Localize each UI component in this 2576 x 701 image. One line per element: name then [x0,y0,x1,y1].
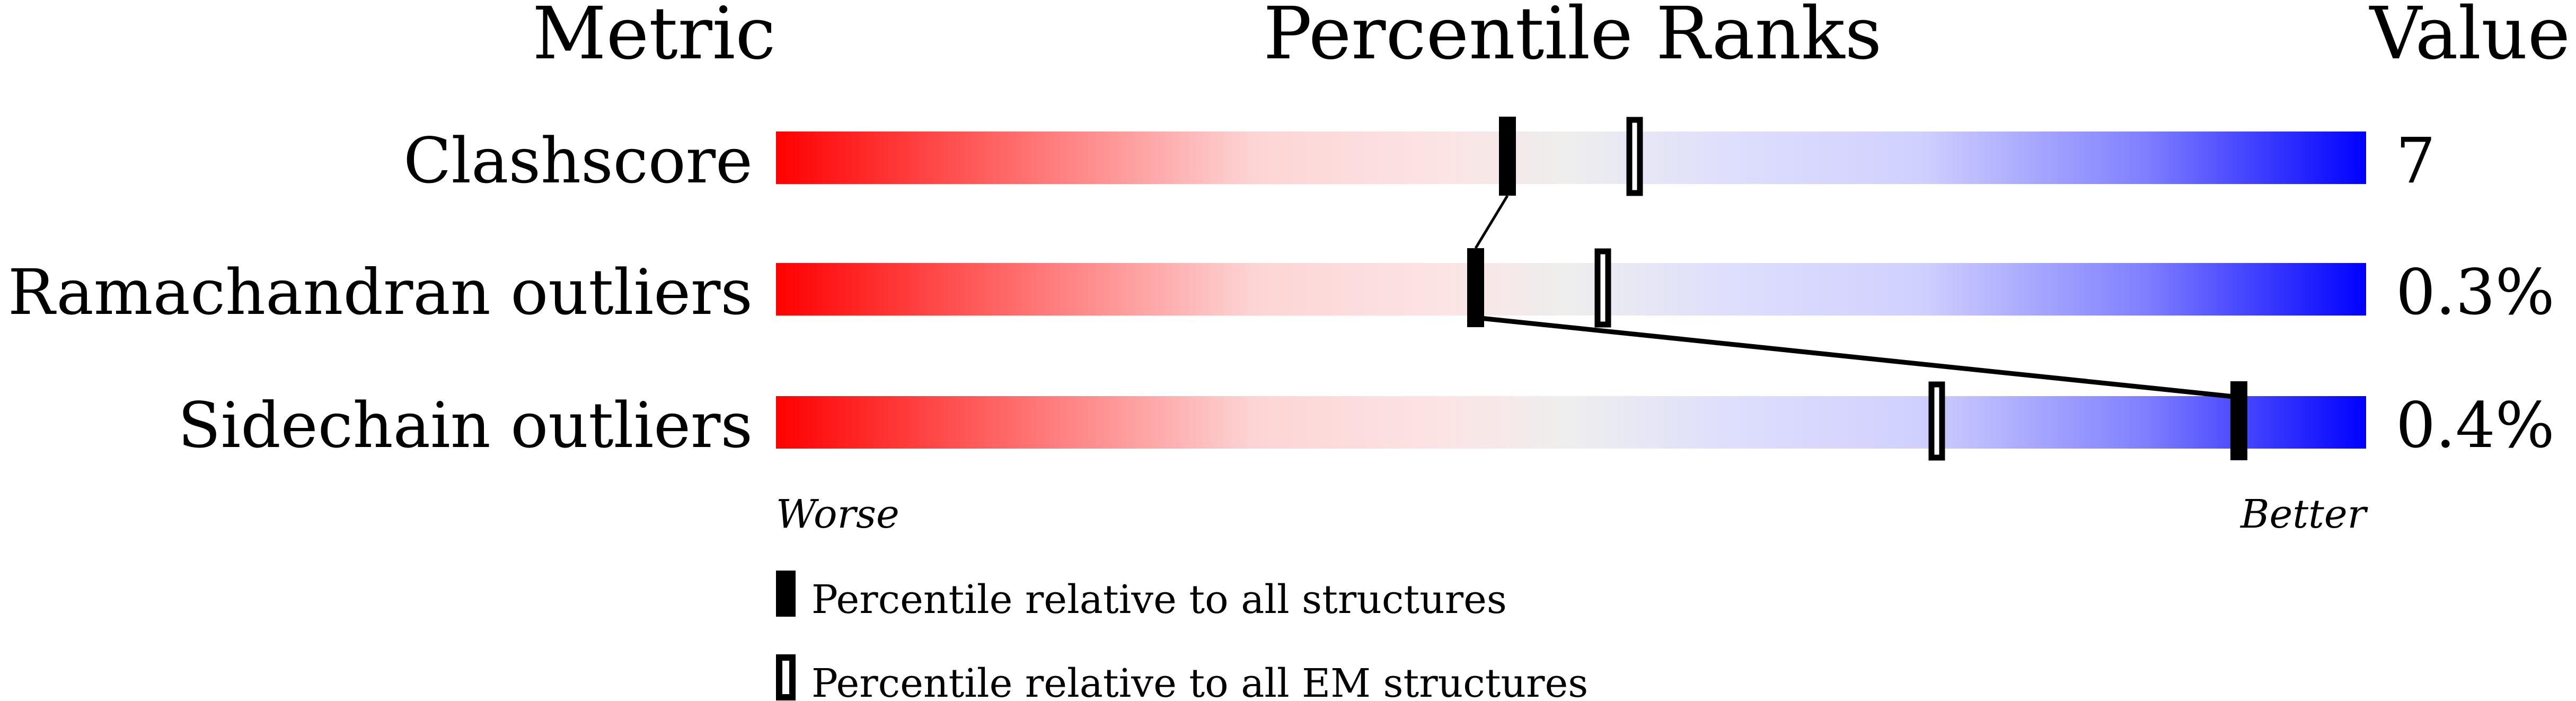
legend-label-em: Percentile relative to all EM structures [811,661,1588,701]
percentile-bar [776,263,2366,316]
percentile-bar [776,396,2366,449]
percentile-bar [776,132,2366,184]
header-metric: Metric [532,0,775,76]
em-percentile-marker [1594,248,1611,328]
header-value: Value [2369,0,2570,76]
worse-label: Worse [776,492,899,537]
better-label: Better [2239,492,2368,537]
metric-value: 7 [2396,124,2436,197]
legend-open-marker [776,654,796,700]
connector-line [1474,195,1509,249]
legend-filled-marker [776,571,796,617]
em-percentile-marker [1626,117,1643,196]
legend-label-all: Percentile relative to all structures [811,577,1507,623]
metric-value: 0.4% [2396,389,2555,462]
metric-value: 0.3% [2396,256,2555,329]
metric-label: Ramachandran outliers [8,256,753,329]
all-percentile-marker [1499,117,1516,196]
connector-line [1475,315,2239,400]
metric-label: Clashscore [403,124,753,197]
metric-label: Sidechain outliers [178,389,753,462]
em-percentile-marker [1928,381,1945,461]
all-percentile-marker [2230,381,2247,460]
all-percentile-marker [1467,248,1484,327]
header-percentile-ranks: Percentile Ranks [1264,0,1882,76]
